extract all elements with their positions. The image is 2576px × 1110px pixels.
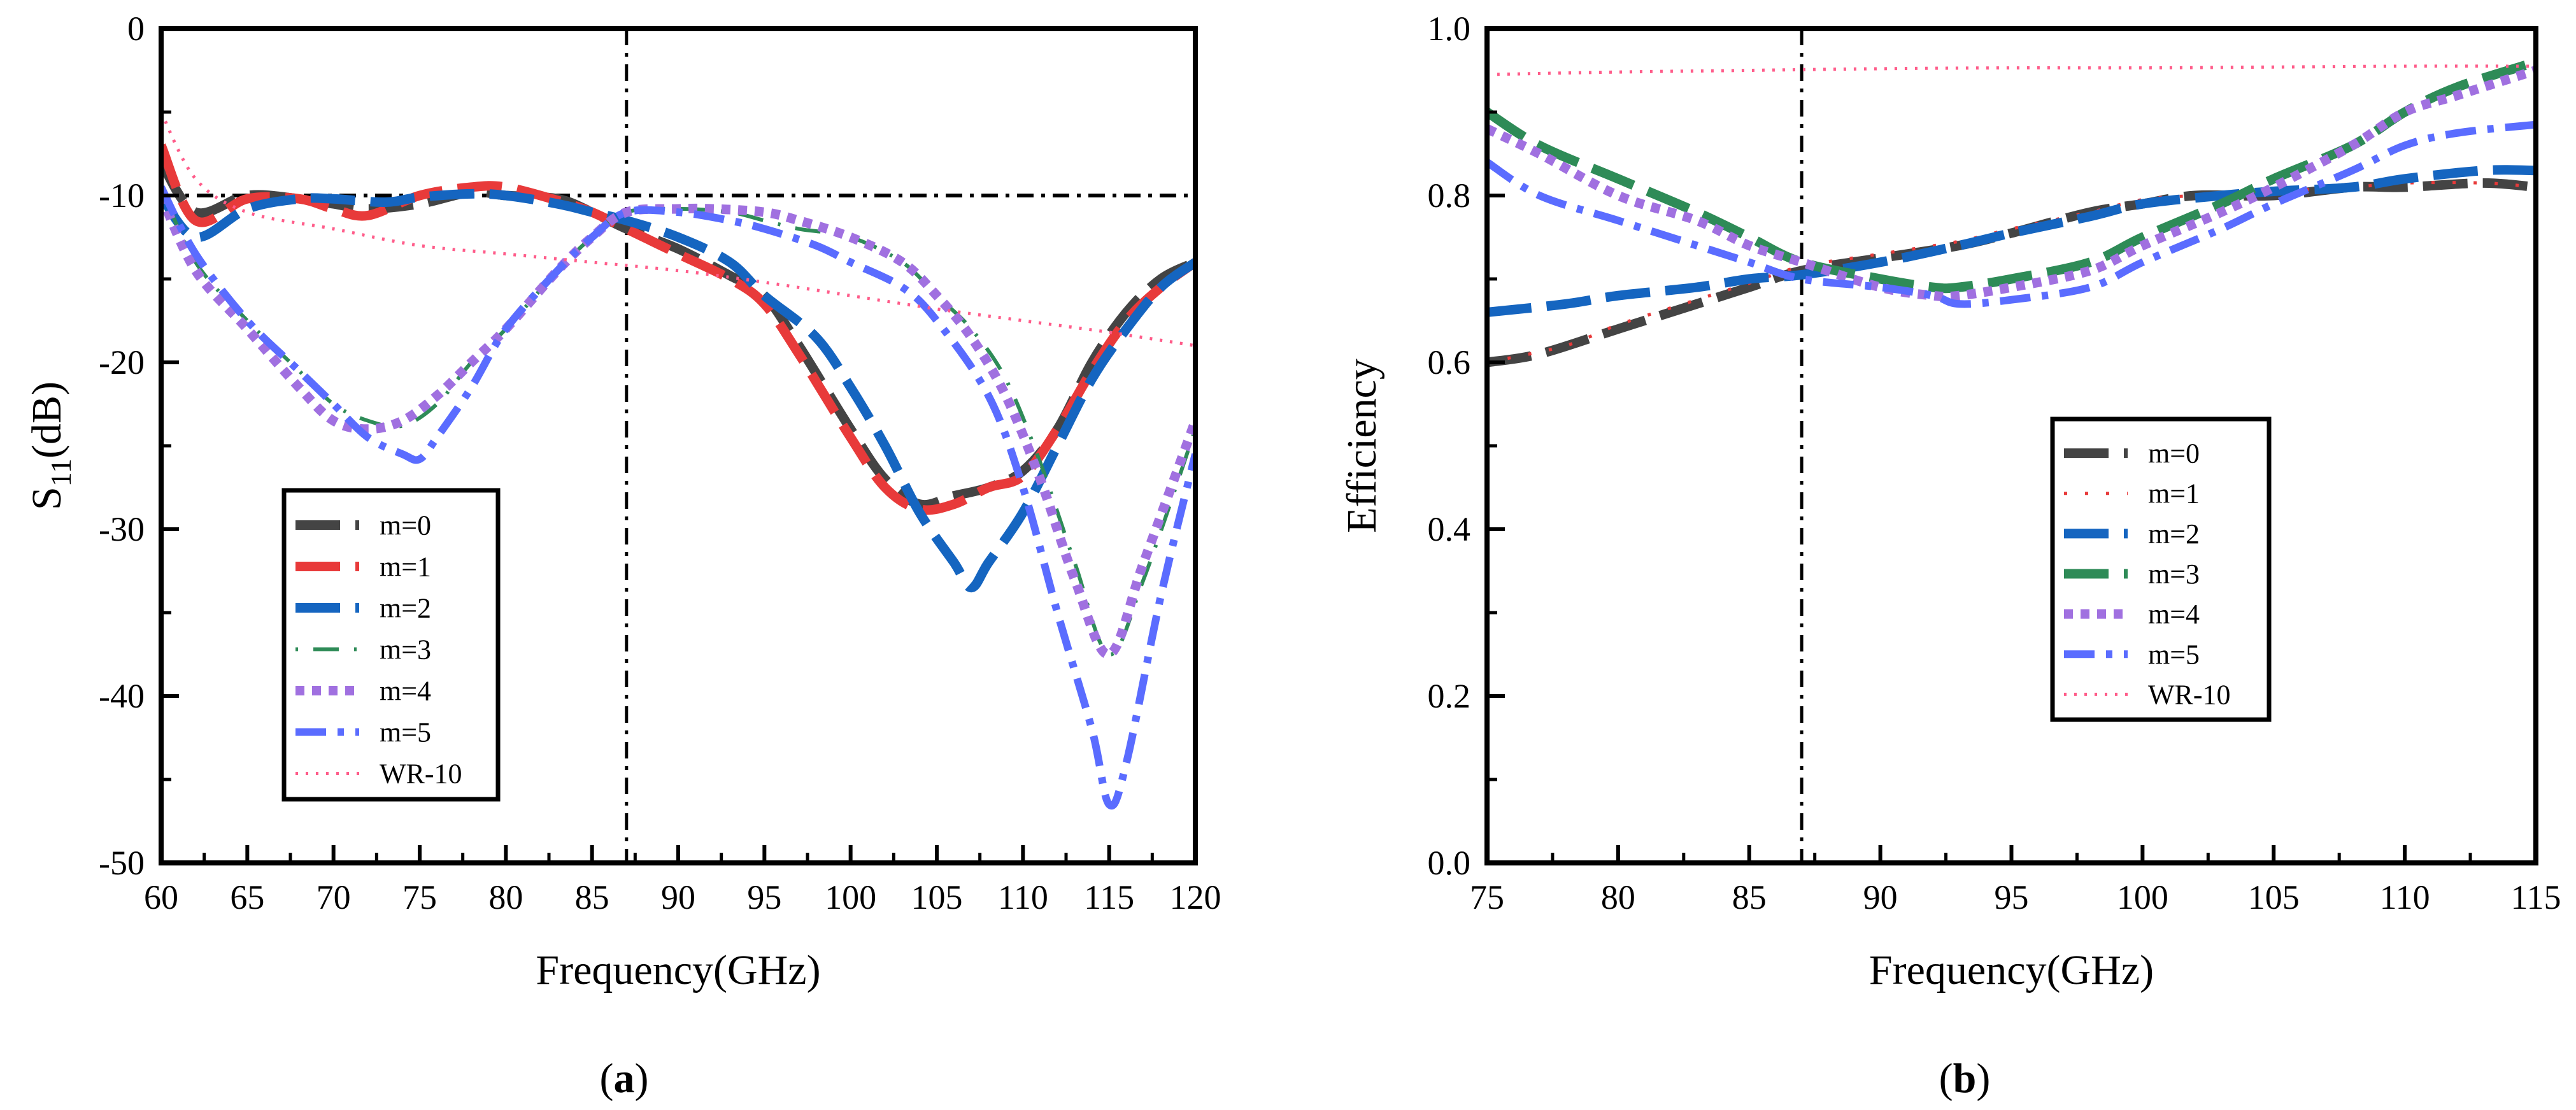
x-tick-label: 95 bbox=[747, 878, 781, 916]
legend: m=0 m=1 m=2 m=3 m=4 m=5 WR-10 bbox=[281, 488, 501, 802]
caption-paren: ) bbox=[635, 1055, 649, 1102]
x-tick-label: 80 bbox=[1601, 878, 1635, 916]
series-line-m-1 bbox=[1487, 181, 2536, 364]
series-line-m-4 bbox=[161, 193, 1195, 659]
series-line-wr-10 bbox=[161, 111, 1195, 348]
legend-label: WR-10 bbox=[2148, 679, 2231, 710]
legend-label: m=3 bbox=[380, 634, 431, 665]
y-tick-label: 0.4 bbox=[1428, 510, 1471, 548]
legend-label: m=2 bbox=[380, 593, 431, 624]
legend-label: m=5 bbox=[2148, 639, 2200, 670]
series-line-wr-10 bbox=[1487, 64, 2536, 76]
x-tick-label: 60 bbox=[144, 878, 178, 916]
x-tick-label: 95 bbox=[1995, 878, 2029, 916]
legend-box bbox=[281, 488, 501, 802]
panel-caption: (a) bbox=[600, 1055, 649, 1102]
panel-a: 60 65 70 75 80 85 90 95 100 105 110 115 120-50-40-30… bbox=[24, 10, 1221, 1102]
x-tick-label: 120 bbox=[1170, 878, 1221, 916]
caption-paren: ( bbox=[600, 1055, 614, 1102]
x-tick-label: 115 bbox=[1084, 878, 1134, 916]
x-axis-label: Frequency(GHz) bbox=[536, 947, 820, 993]
series-group bbox=[161, 111, 1195, 810]
x-tick-label: 70 bbox=[317, 878, 351, 916]
x-tick-label: 75 bbox=[402, 878, 437, 916]
x-tick-label: 100 bbox=[825, 878, 876, 916]
series-line-m-5 bbox=[161, 185, 1195, 810]
x-tick-label: 105 bbox=[911, 878, 963, 916]
legend-label: m=2 bbox=[2148, 518, 2200, 550]
x-tick-label: 100 bbox=[2117, 878, 2168, 916]
y-tick-label: -50 bbox=[99, 844, 145, 882]
caption-paren: ) bbox=[1976, 1055, 1990, 1102]
series-line-m-2 bbox=[1487, 165, 2536, 317]
series-line-m-0 bbox=[161, 159, 1195, 510]
caption-letter: b bbox=[1953, 1055, 1977, 1102]
legend-label: m=1 bbox=[2148, 478, 2200, 509]
legend-label: m=4 bbox=[380, 676, 431, 707]
legend-label: WR-10 bbox=[380, 758, 462, 790]
x-tick-label: 80 bbox=[488, 878, 523, 916]
series-line-m-1 bbox=[161, 143, 1195, 515]
legend-label: m=3 bbox=[2148, 559, 2200, 590]
x-tick-label: 110 bbox=[2380, 878, 2430, 916]
y-tick-label: -10 bbox=[99, 176, 145, 215]
x-tick-label: 65 bbox=[230, 878, 264, 916]
y-label-subscript: 11 bbox=[45, 459, 77, 487]
x-tick-label: 110 bbox=[998, 878, 1048, 916]
y-tick-label: 0 bbox=[127, 10, 145, 48]
caption-letter: a bbox=[614, 1055, 635, 1102]
x-tick-label: 85 bbox=[575, 878, 609, 916]
x-tick-label: 115 bbox=[2511, 878, 2561, 916]
y-label-main: S bbox=[24, 487, 70, 510]
series-group bbox=[1487, 57, 2536, 367]
x-tick-label: 90 bbox=[1863, 878, 1898, 916]
plot-frame bbox=[1484, 26, 2538, 865]
legend-label: m=0 bbox=[380, 510, 431, 541]
x-tick-label: 75 bbox=[1470, 878, 1504, 916]
y-tick-label: -30 bbox=[99, 510, 145, 548]
x-tick-label: 85 bbox=[1732, 878, 1767, 916]
legend-label: m=5 bbox=[380, 717, 431, 748]
legend-box bbox=[2050, 416, 2272, 722]
x-tick-label: 105 bbox=[2248, 878, 2300, 916]
panel-b: 75 80 85 90 95 100 105 110 115 0.0 0.2 0.4 0.6 0.8 1.0… bbox=[1339, 10, 2561, 1102]
y-label-unit: (dB) bbox=[24, 381, 70, 459]
caption-paren: ( bbox=[1939, 1055, 1953, 1102]
panel-caption: (b) bbox=[1939, 1055, 1991, 1102]
legend: m=0 m=1 m=2 m=3 m=4 m=5 WR-10 bbox=[2050, 416, 2272, 722]
series-line-m-0 bbox=[1487, 178, 2536, 367]
y-tick-label: 1.0 bbox=[1428, 10, 1471, 48]
legend-label: m=1 bbox=[380, 551, 431, 583]
series-line-m-3 bbox=[161, 186, 1195, 657]
y-tick-label: 0.6 bbox=[1428, 343, 1471, 381]
y-tick-label: -40 bbox=[99, 677, 145, 715]
legend-label: m=4 bbox=[2148, 599, 2200, 630]
y-tick-label: 0.2 bbox=[1428, 677, 1471, 715]
y-axis-label: S11(dB) bbox=[24, 381, 77, 510]
x-axis-label: Frequency(GHz) bbox=[1869, 947, 2154, 993]
y-tick-label: 0.0 bbox=[1428, 844, 1471, 882]
y-tick-label: 0.8 bbox=[1428, 176, 1471, 215]
x-tick-label: 90 bbox=[661, 878, 695, 916]
series-line-m-3 bbox=[1487, 57, 2536, 294]
series-line-m-2 bbox=[161, 189, 1195, 593]
y-axis-label: Efficiency bbox=[1339, 359, 1385, 533]
series-line-m-5 bbox=[1487, 120, 2536, 308]
legend-label: m=0 bbox=[2148, 438, 2200, 469]
y-tick-label: -20 bbox=[99, 343, 145, 381]
